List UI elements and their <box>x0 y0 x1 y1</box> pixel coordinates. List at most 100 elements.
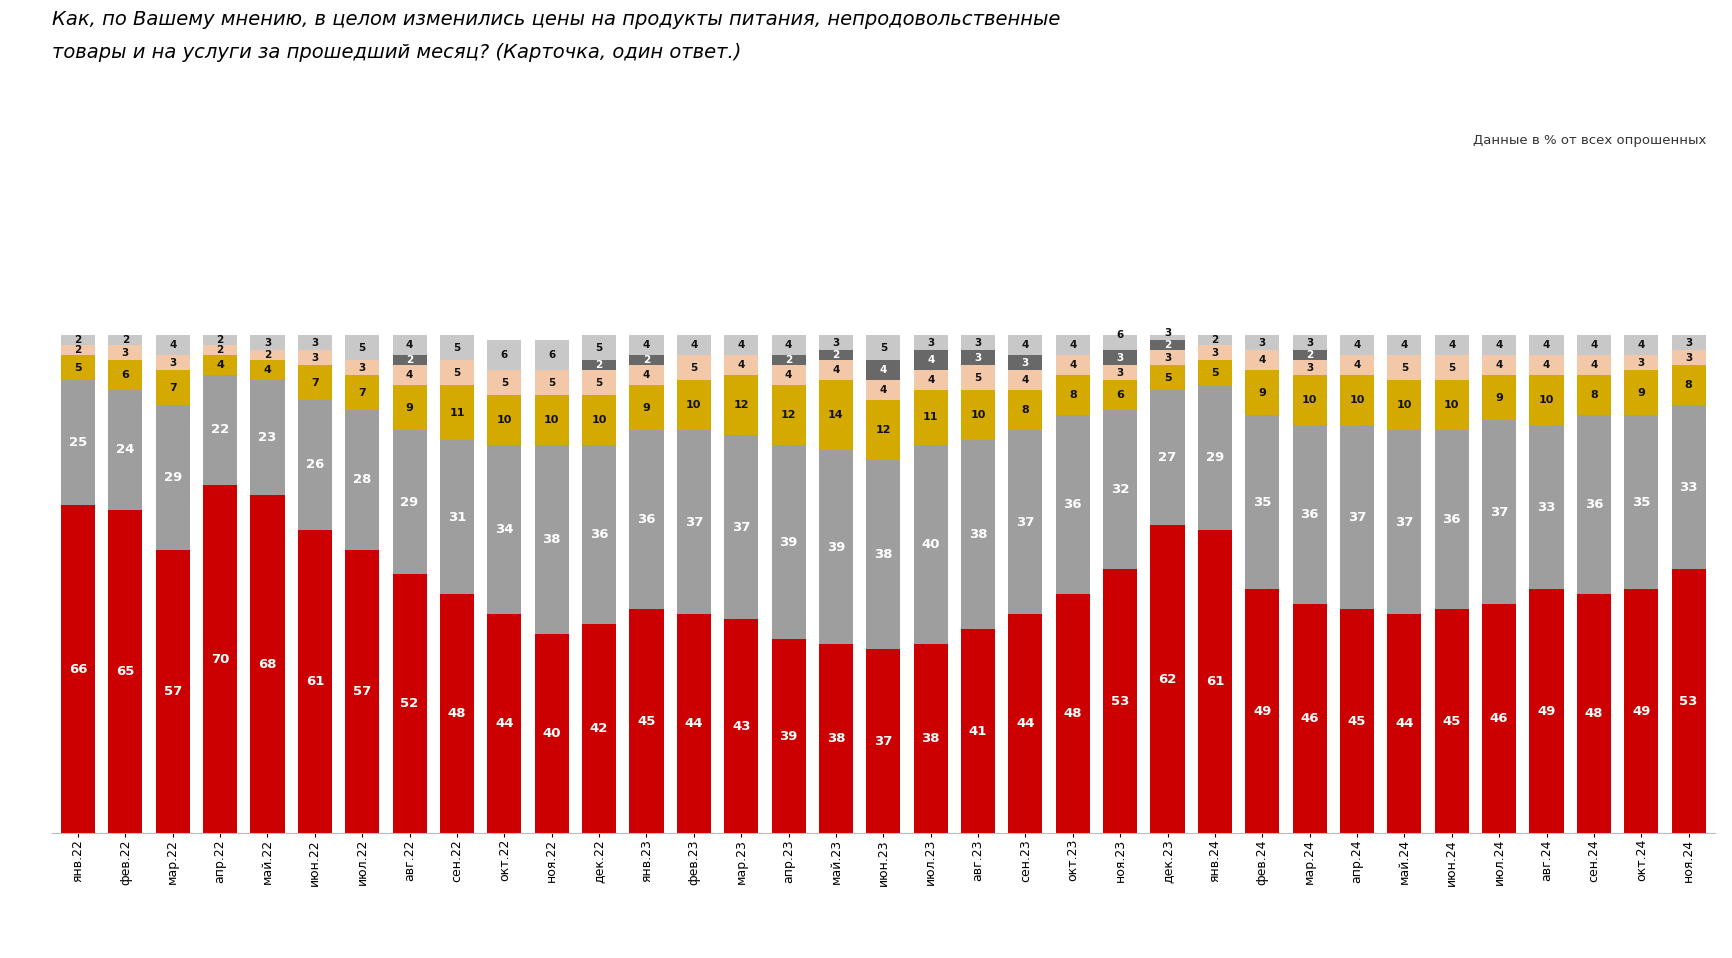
Text: 10: 10 <box>1302 395 1318 405</box>
Bar <box>724 355 759 376</box>
Bar <box>298 530 333 833</box>
Bar <box>1150 365 1185 390</box>
Bar <box>1150 351 1185 365</box>
Text: 36: 36 <box>1443 513 1462 526</box>
Text: 27: 27 <box>1159 451 1176 464</box>
Text: 4: 4 <box>1259 355 1266 365</box>
Text: 41: 41 <box>968 725 987 738</box>
Bar <box>1103 365 1138 380</box>
Text: 6: 6 <box>1115 390 1124 400</box>
Text: 4: 4 <box>1353 340 1361 351</box>
Bar <box>345 335 379 360</box>
Text: 3: 3 <box>975 338 982 348</box>
Bar <box>251 335 284 351</box>
Text: 5: 5 <box>74 363 81 373</box>
Bar <box>1103 380 1138 410</box>
Bar <box>251 494 284 833</box>
Bar <box>1387 430 1422 614</box>
Text: 37: 37 <box>1347 511 1367 524</box>
Bar <box>582 335 617 360</box>
Text: 8: 8 <box>1022 405 1029 415</box>
Bar <box>109 345 142 360</box>
Text: 7: 7 <box>359 388 365 398</box>
Text: 40: 40 <box>542 727 561 741</box>
Bar <box>487 370 521 395</box>
Bar <box>771 445 805 639</box>
Text: 48: 48 <box>1063 707 1082 720</box>
Bar <box>724 619 759 833</box>
Text: 46: 46 <box>1301 713 1318 725</box>
Text: 44: 44 <box>495 718 514 730</box>
Text: 57: 57 <box>163 685 182 698</box>
Bar <box>629 430 663 609</box>
Bar <box>629 365 663 385</box>
Text: 24: 24 <box>116 444 135 456</box>
Bar <box>1529 355 1564 376</box>
Text: 49: 49 <box>1632 705 1651 718</box>
Bar <box>487 445 521 614</box>
Bar <box>487 340 521 370</box>
Bar <box>1483 604 1516 833</box>
Bar <box>1671 365 1706 405</box>
Text: 4: 4 <box>880 385 887 395</box>
Text: 38: 38 <box>542 533 561 546</box>
Bar <box>61 355 95 380</box>
Text: 5: 5 <box>1211 368 1219 377</box>
Bar <box>1434 335 1469 355</box>
Text: 4: 4 <box>1543 360 1550 370</box>
Text: 10: 10 <box>970 410 986 420</box>
Text: 39: 39 <box>779 536 798 549</box>
Bar <box>440 440 475 594</box>
Text: 36: 36 <box>1301 508 1318 521</box>
Bar <box>1150 525 1185 833</box>
Bar <box>1150 390 1185 525</box>
Text: 2: 2 <box>74 335 81 345</box>
Text: 9: 9 <box>1259 388 1266 398</box>
Bar <box>914 351 947 370</box>
Text: 36: 36 <box>591 528 608 541</box>
Text: 3: 3 <box>833 338 840 348</box>
Text: 5: 5 <box>359 343 365 353</box>
Text: 29: 29 <box>163 470 182 484</box>
Bar <box>771 355 805 365</box>
Bar <box>393 575 426 833</box>
Text: 32: 32 <box>1110 483 1129 496</box>
Text: 44: 44 <box>1017 718 1034 730</box>
Bar <box>156 550 191 833</box>
Text: 3: 3 <box>312 338 319 348</box>
Bar <box>1057 335 1089 355</box>
Text: 5: 5 <box>975 373 982 382</box>
Bar <box>724 376 759 435</box>
Text: 70: 70 <box>211 652 229 666</box>
Text: 11: 11 <box>923 413 939 422</box>
Text: 4: 4 <box>1590 340 1597 351</box>
Bar <box>109 335 142 345</box>
Text: 4: 4 <box>216 360 223 370</box>
Bar <box>1341 376 1373 425</box>
Bar <box>1576 415 1611 594</box>
Bar <box>1103 569 1138 833</box>
Bar <box>1576 355 1611 376</box>
Text: 26: 26 <box>305 458 324 471</box>
Bar <box>487 614 521 833</box>
Bar <box>1057 376 1089 415</box>
Text: 38: 38 <box>968 528 987 541</box>
Text: 10: 10 <box>686 400 701 410</box>
Text: 4: 4 <box>689 340 698 351</box>
Text: Как, по Вашему мнению, в целом изменились цены на продукты питания, непродовольс: Как, по Вашему мнению, в целом изменилис… <box>52 10 1060 29</box>
Bar <box>440 385 475 440</box>
Bar <box>866 335 901 360</box>
Bar <box>1529 425 1564 589</box>
Text: 38: 38 <box>875 548 892 561</box>
Text: 4: 4 <box>1401 340 1408 351</box>
Text: 37: 37 <box>875 735 892 748</box>
Bar <box>535 395 568 445</box>
Text: 49: 49 <box>1252 705 1271 718</box>
Text: 2: 2 <box>1306 351 1313 360</box>
Bar <box>1671 351 1706 365</box>
Text: 5: 5 <box>501 377 507 388</box>
Bar <box>914 390 947 445</box>
Bar <box>771 365 805 385</box>
Text: 28: 28 <box>353 473 371 487</box>
Bar <box>914 335 947 351</box>
